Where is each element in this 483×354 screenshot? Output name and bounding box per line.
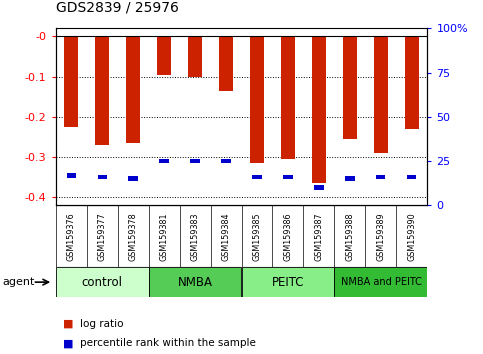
Bar: [126, 36, 140, 143]
Text: GSM159378: GSM159378: [128, 212, 138, 261]
Bar: [408, 175, 416, 179]
Bar: [64, 36, 78, 127]
Text: GSM159383: GSM159383: [190, 212, 199, 261]
Text: log ratio: log ratio: [80, 319, 123, 329]
Bar: [149, 267, 242, 297]
Text: GDS2839 / 25976: GDS2839 / 25976: [56, 0, 178, 14]
Text: NMBA: NMBA: [178, 276, 213, 289]
Bar: [314, 185, 324, 190]
Text: GSM159381: GSM159381: [159, 212, 169, 261]
Text: PEITC: PEITC: [272, 276, 304, 289]
Bar: [157, 36, 171, 75]
Bar: [222, 159, 230, 164]
Text: percentile rank within the sample: percentile rank within the sample: [80, 338, 256, 348]
Bar: [334, 267, 427, 297]
Bar: [345, 176, 355, 181]
Text: ■: ■: [63, 319, 73, 329]
Bar: [253, 175, 261, 179]
Bar: [159, 159, 169, 164]
Text: NMBA and PEITC: NMBA and PEITC: [341, 277, 421, 287]
Text: GSM159376: GSM159376: [67, 212, 75, 261]
Bar: [284, 175, 293, 179]
Bar: [56, 267, 149, 297]
Bar: [405, 36, 419, 129]
Text: agent: agent: [2, 277, 35, 287]
Bar: [128, 176, 138, 181]
Text: GSM159386: GSM159386: [284, 212, 293, 261]
Bar: [281, 36, 295, 159]
Text: GSM159377: GSM159377: [98, 212, 107, 261]
Text: GSM159387: GSM159387: [314, 212, 324, 261]
Bar: [190, 159, 199, 164]
Bar: [343, 36, 357, 139]
Text: GSM159384: GSM159384: [222, 212, 230, 261]
Text: GSM159389: GSM159389: [376, 212, 385, 261]
Bar: [250, 36, 264, 163]
Text: ■: ■: [63, 338, 73, 348]
Bar: [242, 267, 334, 297]
Text: GSM159390: GSM159390: [408, 212, 416, 261]
Text: GSM159385: GSM159385: [253, 212, 261, 261]
Bar: [312, 36, 326, 183]
Bar: [219, 36, 233, 91]
Bar: [67, 173, 75, 178]
Bar: [374, 36, 388, 153]
Bar: [188, 36, 202, 78]
Text: GSM159388: GSM159388: [345, 212, 355, 261]
Text: control: control: [82, 276, 123, 289]
Bar: [95, 36, 109, 145]
Bar: [376, 175, 385, 179]
Bar: [98, 175, 107, 179]
